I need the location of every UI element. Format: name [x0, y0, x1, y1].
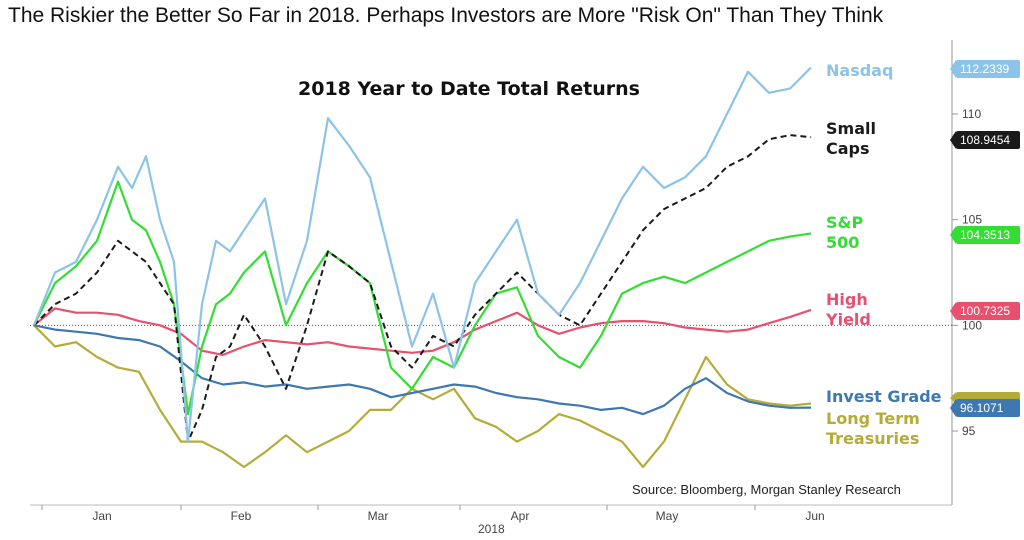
series-label-treasuries-1: Treasuries [826, 429, 919, 448]
plot-background [30, 40, 952, 505]
x-tick-label-0: Jan [92, 509, 111, 523]
x-tick-label-3: Apr [511, 509, 530, 523]
badge-value-investgrade: 96.1071 [960, 401, 1004, 415]
series-label-sp500-0: S&P [826, 213, 863, 232]
series-label-nasdaq-0: Nasdaq [826, 61, 893, 80]
y-axis-ticks: 95 100 105 110 [952, 107, 982, 438]
series-line-sp500 [33, 180, 812, 416]
badge-pointer-highyield [950, 302, 956, 320]
x-tick-label-5: Jun [805, 509, 824, 523]
badge-smallcaps [956, 131, 1020, 149]
series-label-treasuries-0: Long Term [826, 409, 920, 428]
badge-pointer-sp500 [950, 226, 956, 244]
series-line-smallcaps [33, 134, 812, 443]
series-line-treasuries [33, 324, 812, 469]
badge-sp500 [956, 226, 1020, 244]
series-label-sp500-1: 500 [826, 233, 859, 252]
badge-pointer-smallcaps [950, 131, 956, 149]
series-line-nasdaq [32, 66, 812, 443]
series-label-highyield-0: High [826, 290, 868, 309]
y-tick-label-3: 110 [962, 107, 981, 121]
badge-investgrade [956, 399, 1020, 417]
y-tick-label-1: 100 [962, 318, 982, 332]
headline: The Riskier the Better So Far in 2018. P… [8, 4, 884, 27]
badge-pointer-nasdaq [950, 60, 956, 78]
x-tick-label-1: Feb [231, 509, 252, 523]
badge-nasdaq [956, 60, 1020, 78]
last-value-badges: 112.2339 108.9454 104.3513 100.7325 96.1071 [950, 60, 1020, 417]
x-axis-year-label: 2018 [478, 522, 505, 536]
source-note: Source: Bloomberg, Morgan Stanley Resear… [632, 482, 901, 497]
badge-value-sp500: 104.3513 [960, 228, 1010, 242]
badge-value-nasdaq: 112.2339 [960, 62, 1009, 76]
chart-title: 2018 Year to Date Total Returns [298, 78, 640, 100]
badge-value-smallcaps: 108.9454 [960, 133, 1010, 147]
badge-pointer-investgrade [950, 399, 956, 417]
y-tick-label-0: 95 [962, 424, 976, 438]
badge-pointer-treasuries [950, 392, 956, 404]
y-tick-label-2: 105 [962, 213, 982, 227]
badge-highyield [956, 302, 1020, 320]
x-tick-label-2: Mar [368, 509, 389, 523]
badge-value-highyield: 100.7325 [960, 304, 1010, 318]
series-label-investgrade-0: Invest Grade [826, 387, 942, 406]
series-lines [32, 66, 812, 469]
series-line-investgrade [33, 324, 812, 416]
series-label-smallcaps-1: Caps [826, 139, 870, 158]
x-tick-label-4: May [656, 509, 679, 523]
series-label-highyield-1: Yield [825, 310, 871, 329]
x-axis-ticks: Jan Feb Mar Apr May Jun [41, 505, 825, 523]
series-label-smallcaps-0: Small [826, 119, 876, 138]
